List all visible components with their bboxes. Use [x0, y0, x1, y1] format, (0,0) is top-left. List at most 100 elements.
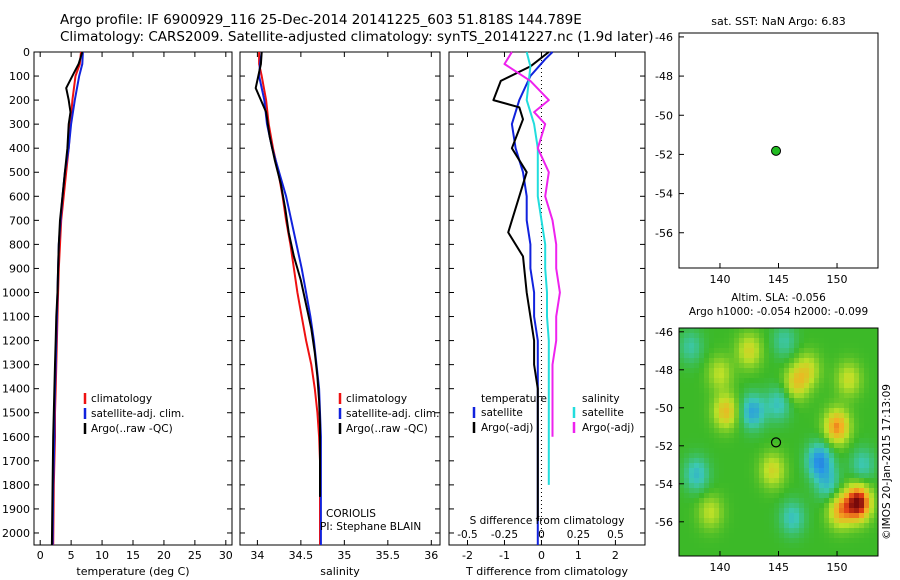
sla-cell: [789, 363, 795, 369]
sla-cell: [794, 403, 800, 409]
sla-cell: [704, 508, 710, 514]
sla-cell: [739, 503, 745, 509]
sla-cell: [799, 538, 805, 544]
sla-cell: [854, 453, 860, 459]
sla-cell: [729, 378, 735, 384]
sla-cell: [714, 458, 720, 464]
sla-cell: [774, 353, 780, 359]
sla-cell: [694, 463, 700, 469]
sla-cell: [744, 408, 750, 414]
sla-cell: [804, 433, 810, 439]
sla-cell: [854, 498, 860, 504]
sla-cell: [714, 388, 720, 394]
sla-cell: [784, 408, 790, 414]
sla-cell: [759, 383, 765, 389]
sla-cell: [824, 338, 830, 344]
sla-cell: [794, 463, 800, 469]
sla-cell: [739, 443, 745, 449]
sla-cell: [704, 448, 710, 454]
sla-cell: [839, 428, 845, 434]
sla-cell: [719, 483, 725, 489]
sla-cell: [849, 493, 855, 499]
sla-cell: [724, 333, 730, 339]
sla-cell: [704, 533, 710, 539]
sla-cell: [849, 478, 855, 484]
sla-cell: [694, 373, 700, 379]
sla-cell: [679, 338, 685, 344]
sla-cell: [714, 513, 720, 519]
sla-cell: [684, 448, 690, 454]
sla-cell: [839, 548, 845, 554]
sla-cell: [739, 388, 745, 394]
sla-cell: [844, 383, 850, 389]
sla-cell: [834, 488, 840, 494]
sla-cell: [749, 493, 755, 499]
temperature-plot-frame: [33, 51, 233, 546]
sla-cell: [749, 383, 755, 389]
sla-cell: [699, 523, 705, 529]
sla-cell: [779, 438, 785, 444]
sla-cell: [764, 353, 770, 359]
sla-cell: [819, 413, 825, 419]
sla-cell: [799, 348, 805, 354]
sla-cell: [749, 458, 755, 464]
sla-cell: [809, 343, 815, 349]
sla-cell: [874, 353, 878, 359]
sla-cell: [714, 453, 720, 459]
sla-cell: [754, 373, 760, 379]
sla-cell: [774, 453, 780, 459]
sla-cell: [814, 348, 820, 354]
sla-cell: [784, 373, 790, 379]
sla-cell: [854, 488, 860, 494]
difference-xlabel: T difference from climatology: [465, 565, 628, 578]
sla-cell: [719, 418, 725, 424]
sla-cell: [704, 328, 710, 334]
sla-cell: [704, 483, 710, 489]
sla-cell: [849, 343, 855, 349]
sla-cell: [789, 443, 795, 449]
sla-cell: [744, 373, 750, 379]
sla-cell: [724, 378, 730, 384]
sla-cell: [744, 428, 750, 434]
sla-cell: [679, 528, 685, 534]
sla-cell: [709, 538, 715, 544]
sla-cell: [759, 398, 765, 404]
sla-cell: [734, 348, 740, 354]
sla-cell: [869, 418, 875, 424]
sla-cell: [679, 358, 685, 364]
sst-map-title: sat. SST: NaN Argo: 6.83: [711, 15, 845, 28]
sla-cell: [684, 398, 690, 404]
sla-cell: [694, 473, 700, 479]
sla-cell: [754, 378, 760, 384]
sla-cell: [864, 423, 870, 429]
sla-cell: [694, 368, 700, 374]
sla-cell: [754, 398, 760, 404]
sla-cell: [839, 553, 845, 556]
sla-cell: [729, 418, 735, 424]
sla-cell: [719, 498, 725, 504]
sla-cell: [784, 473, 790, 479]
sla-cell: [744, 508, 750, 514]
sla-cell: [729, 343, 735, 349]
sla-cell: [834, 498, 840, 504]
sla-cell: [769, 418, 775, 424]
sla-cell: [699, 373, 705, 379]
sla-cell: [819, 363, 825, 369]
sla-cell: [809, 348, 815, 354]
sla-cell: [864, 453, 870, 459]
map-ytick-label: -48: [655, 364, 673, 377]
sla-cell: [754, 508, 760, 514]
sla-cell: [824, 428, 830, 434]
sla-cell: [874, 493, 878, 499]
sla-cell: [729, 478, 735, 484]
sla-cell: [714, 413, 720, 419]
sla-cell: [679, 538, 685, 544]
sla-cell: [724, 438, 730, 444]
sla-cell: [849, 458, 855, 464]
sla-cell: [799, 393, 805, 399]
sla-cell: [814, 538, 820, 544]
sla-cell: [754, 478, 760, 484]
sla-cell: [734, 373, 740, 379]
sla-cell: [789, 338, 795, 344]
